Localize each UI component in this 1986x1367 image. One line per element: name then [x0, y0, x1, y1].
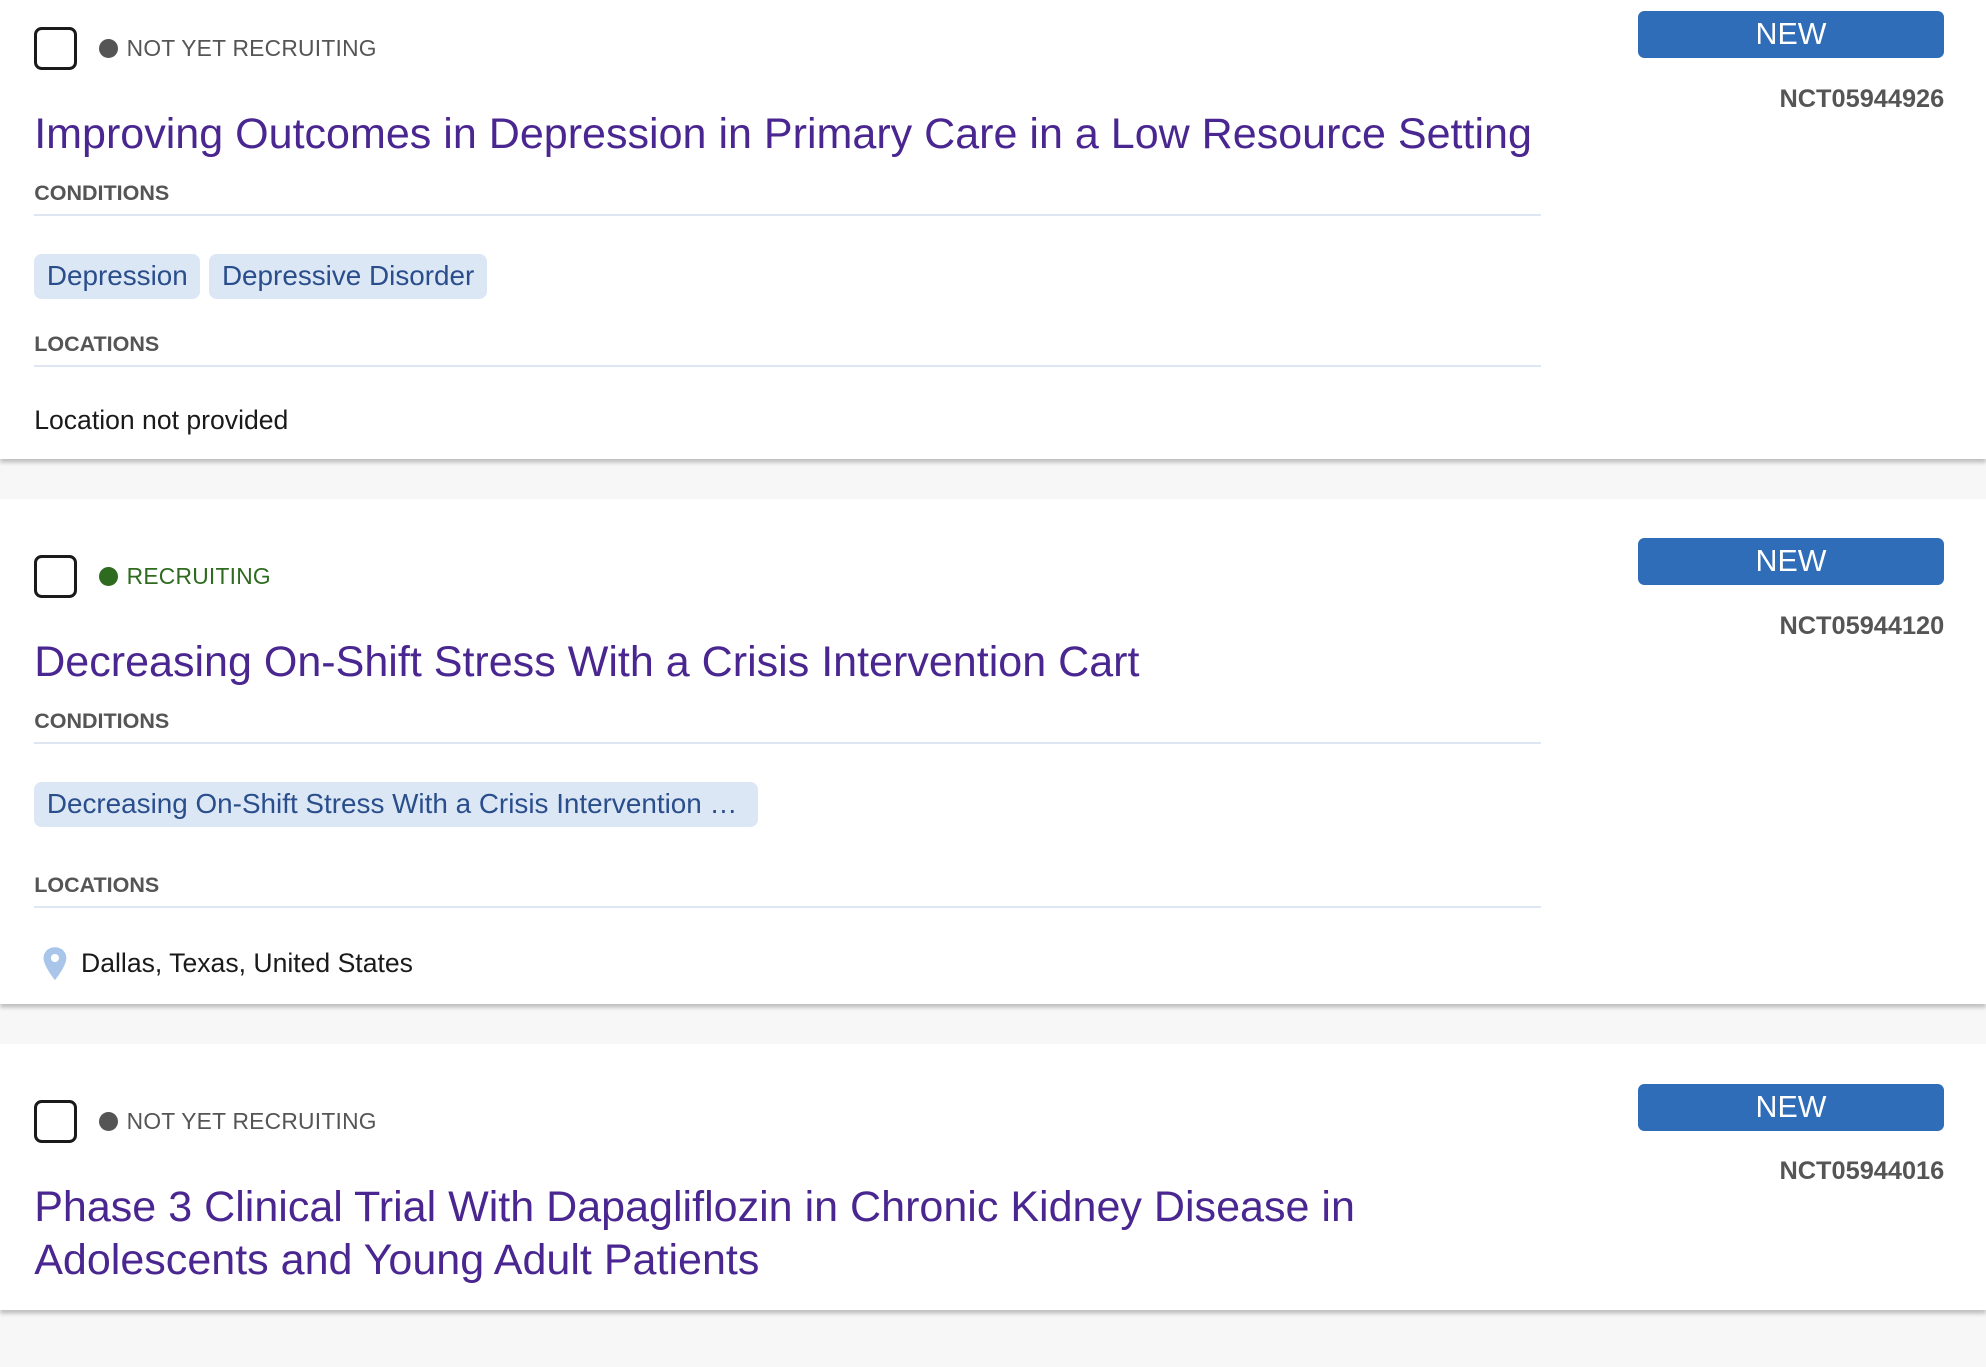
select-checkbox[interactable] [34, 554, 78, 598]
status-row: NOT YET RECRUITING [34, 26, 1986, 70]
new-badge: NEW [1637, 538, 1945, 586]
conditions-heading: CONDITIONS [34, 181, 1542, 216]
trial-id: NCT05944120 [1779, 611, 1945, 640]
conditions-tags: Decreasing On-Shift Stress With a Crisis… [34, 781, 1986, 828]
status-dot-icon [98, 566, 118, 586]
conditions-tags: Depression Depressive Disorder [34, 253, 1986, 300]
trial-meta: NEW NCT05944016 [1637, 1083, 1945, 1186]
map-pin-icon [43, 946, 66, 980]
status-row: NOT YET RECRUITING [34, 1100, 1986, 1144]
status-dot-icon [98, 38, 118, 58]
status-row: RECRUITING [34, 554, 1986, 598]
trial-id: NCT05944016 [1779, 1157, 1945, 1186]
trial-meta: NEW NCT05944120 [1637, 538, 1945, 640]
location: Dallas, Texas, United States [34, 946, 1986, 981]
location-text: Dallas, Texas, United States [81, 947, 413, 978]
status-badge: RECRUITING [98, 562, 271, 590]
status-text: NOT YET RECRUITING [126, 1108, 377, 1135]
condition-tag[interactable]: Depressive Disorder [209, 253, 487, 300]
status-text: RECRUITING [126, 562, 271, 589]
locations-heading: LOCATIONS [34, 332, 1542, 367]
trial-title-link[interactable]: Decreasing On-Shift Stress With a Crisis… [34, 637, 1140, 686]
condition-tag[interactable]: Depression [34, 253, 201, 300]
select-checkbox[interactable] [34, 26, 78, 70]
trial-meta: NEW NCT05944926 [1637, 11, 1945, 113]
trial-card: NEW NCT05944120 RECRUITING Decreasing On… [0, 499, 1986, 1004]
condition-tag[interactable]: Decreasing On-Shift Stress With a Crisis… [34, 781, 758, 828]
trial-title-link[interactable]: Phase 3 Clinical Trial With Dapagliflozi… [34, 1183, 1355, 1285]
status-badge: NOT YET RECRUITING [98, 34, 377, 62]
conditions-heading: CONDITIONS [34, 709, 1542, 744]
new-badge: NEW [1637, 1083, 1945, 1131]
trial-id: NCT05944926 [1779, 84, 1945, 113]
status-text: NOT YET RECRUITING [126, 34, 377, 61]
trial-card: NEW NCT05944926 NOT YET RECRUITING Impro… [0, 0, 1986, 459]
new-badge: NEW [1637, 11, 1945, 59]
trial-card: NEW NCT05944016 NOT YET RECRUITING Phase… [0, 1044, 1986, 1311]
location-text: Location not provided [34, 404, 289, 435]
select-checkbox[interactable] [34, 1100, 78, 1144]
status-badge: NOT YET RECRUITING [98, 1108, 377, 1135]
status-dot-icon [98, 1112, 118, 1132]
locations-heading: LOCATIONS [34, 873, 1542, 908]
trial-title-link[interactable]: Improving Outcomes in Depression in Prim… [34, 109, 1532, 158]
